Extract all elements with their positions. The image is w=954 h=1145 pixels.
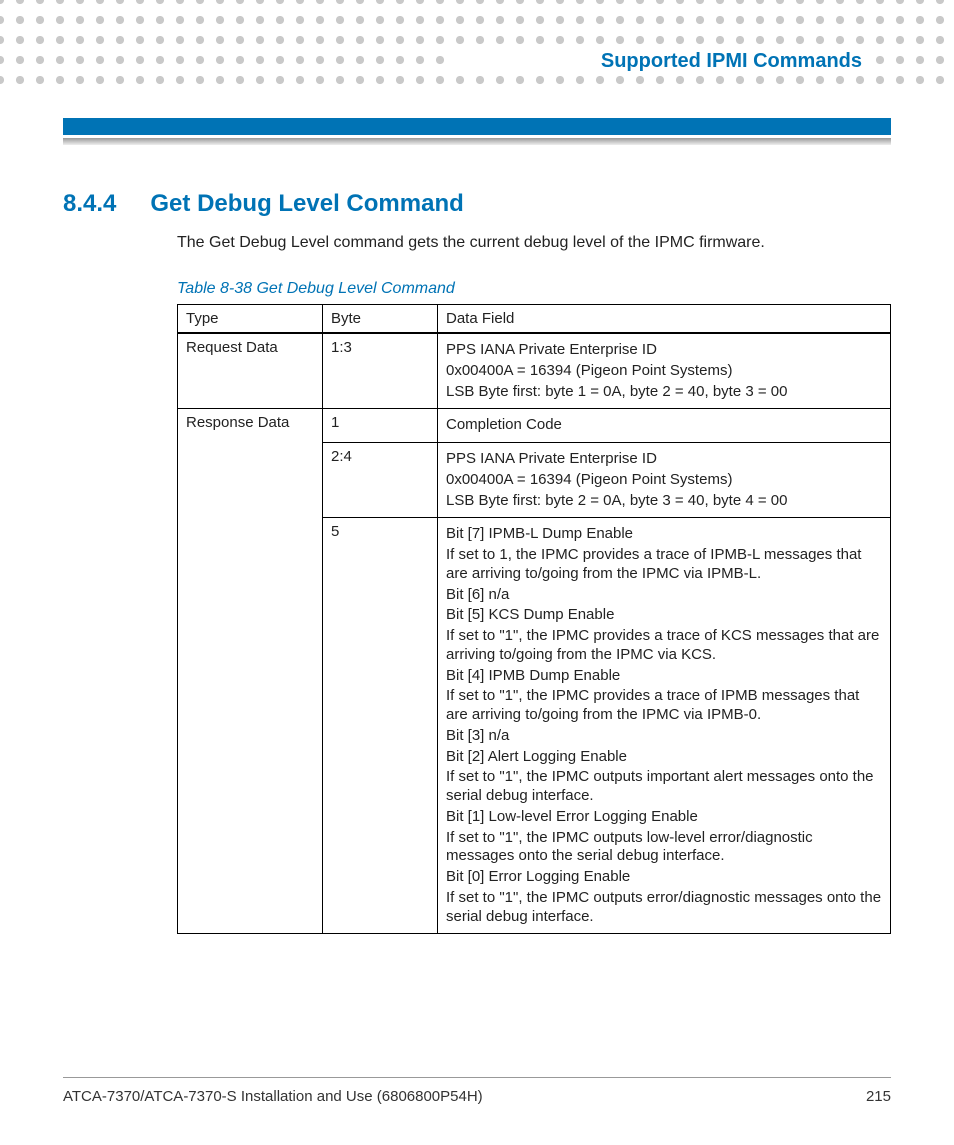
page-content: 8.4.4 Get Debug Level Command The Get De…	[63, 190, 891, 934]
data-line: Bit [2] Alert Logging Enable	[446, 748, 882, 767]
cell-byte: 2:4	[323, 443, 438, 518]
cell-byte: 1:3	[323, 333, 438, 409]
data-line: LSB Byte first: byte 2 = 0A, byte 3 = 40…	[446, 492, 882, 511]
cell-byte: 1	[323, 409, 438, 443]
cell-data: Bit [7] IPMB-L Dump Enable If set to 1, t…	[438, 518, 891, 934]
table-caption: Table 8-38 Get Debug Level Command	[177, 280, 891, 298]
cell-type: Request Data	[178, 333, 323, 409]
data-line: Bit [0] Error Logging Enable	[446, 868, 882, 887]
section-intro: The Get Debug Level command gets the cur…	[177, 234, 891, 252]
table-row: Request Data1:3PPS IANA Private Enterpri…	[178, 333, 891, 409]
data-line: Bit [4] IPMB Dump Enable	[446, 667, 882, 686]
data-line: 0x00400A = 16394 (Pigeon Point Systems)	[446, 471, 882, 490]
data-line: Completion Code	[446, 416, 882, 435]
footer-page-number: 215	[866, 1088, 891, 1105]
section-number: 8.4.4	[63, 190, 116, 218]
cell-type: Response Data	[178, 409, 323, 934]
col-type: Type	[178, 305, 323, 334]
footer-doc-title: ATCA-7370/ATCA-7370-S Installation and U…	[63, 1088, 483, 1105]
cell-byte: 5	[323, 518, 438, 934]
chapter-title: Supported IPMI Commands	[595, 50, 868, 73]
data-line: PPS IANA Private Enterprise ID	[446, 341, 882, 360]
data-line: If set to "1", the IPMC provides a trace…	[446, 687, 882, 725]
data-line: PPS IANA Private Enterprise ID	[446, 450, 882, 469]
data-line: If set to "1", the IPMC outputs error/di…	[446, 889, 882, 927]
data-line: If set to "1", the IPMC provides a trace…	[446, 627, 882, 665]
page-footer: ATCA-7370/ATCA-7370-S Installation and U…	[63, 1077, 891, 1105]
data-line: If set to "1", the IPMC outputs low-leve…	[446, 829, 882, 867]
data-line: Bit [1] Low-level Error Logging Enable	[446, 808, 882, 827]
table-header-row: Type Byte Data Field	[178, 305, 891, 334]
command-table: Type Byte Data Field Request Data1:3PPS …	[177, 304, 891, 934]
data-line: Bit [7] IPMB-L Dump Enable	[446, 525, 882, 544]
data-line: 0x00400A = 16394 (Pigeon Point Systems)	[446, 362, 882, 381]
data-line: Bit [5] KCS Dump Enable	[446, 606, 882, 625]
col-data: Data Field	[438, 305, 891, 334]
data-line: If set to 1, the IPMC provides a trace o…	[446, 546, 882, 584]
cell-data: PPS IANA Private Enterprise ID 0x00400A =…	[438, 443, 891, 518]
cell-data: Completion Code	[438, 409, 891, 443]
header-grey-bar	[63, 138, 891, 145]
data-line: Bit [3] n/a	[446, 727, 882, 746]
table-row: Response Data1Completion Code	[178, 409, 891, 443]
data-line: Bit [6] n/a	[446, 586, 882, 605]
header-blue-bar	[63, 118, 891, 135]
data-line: If set to "1", the IPMC outputs importan…	[446, 768, 882, 806]
data-line: LSB Byte first: byte 1 = 0A, byte 2 = 40…	[446, 383, 882, 402]
col-byte: Byte	[323, 305, 438, 334]
cell-data: PPS IANA Private Enterprise ID 0x00400A =…	[438, 333, 891, 409]
section-title: Get Debug Level Command	[150, 190, 463, 218]
